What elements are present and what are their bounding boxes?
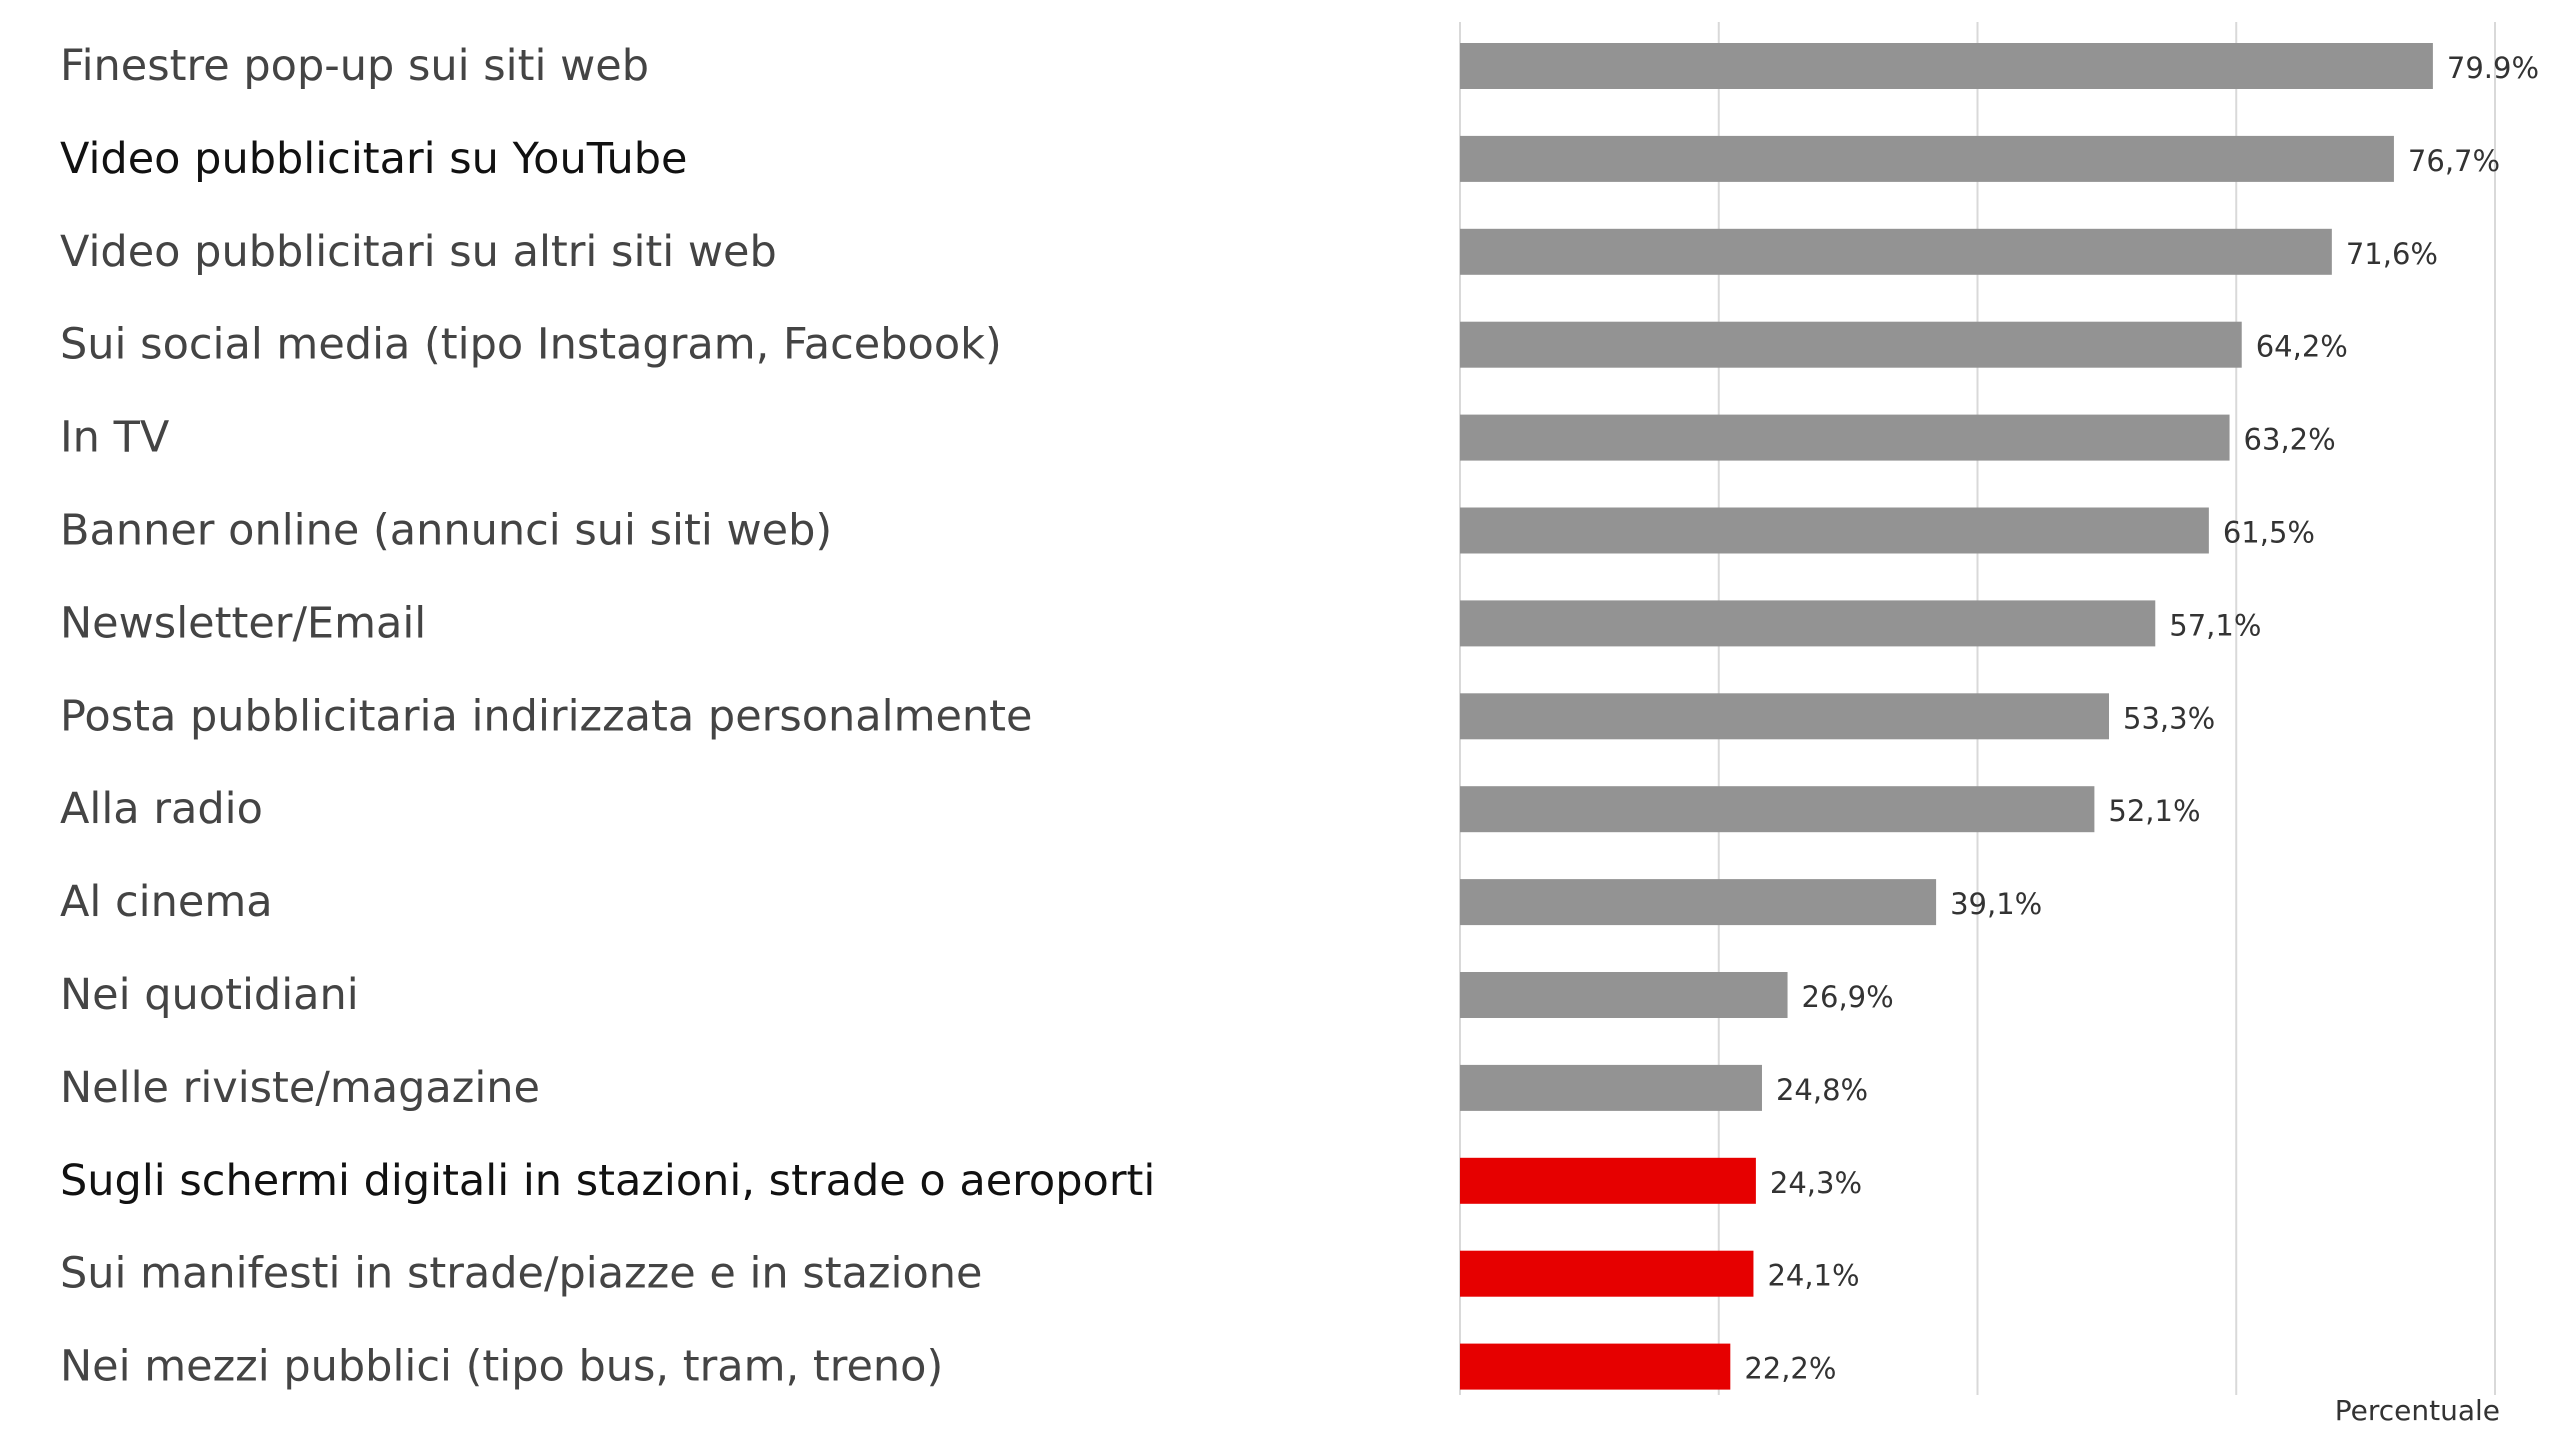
- data-label: 52,1%: [2108, 794, 2200, 828]
- category-label: Banner online (annunci sui siti web): [60, 506, 832, 556]
- category-label: Finestre pop-up sui siti web: [60, 41, 649, 91]
- bar: [1460, 321, 2242, 368]
- category-label: Sui social media (tipo Instagram, Facebo…: [60, 320, 1002, 370]
- bar: [1460, 600, 2156, 647]
- category-label: Nelle riviste/magazine: [60, 1063, 540, 1113]
- bar: [1460, 1343, 1731, 1390]
- bars: [1460, 43, 2433, 1390]
- bar: [1460, 228, 2332, 275]
- category-label: Nei quotidiani: [60, 970, 359, 1020]
- data-label: 79.9%: [2447, 51, 2539, 85]
- category-label: Video pubblicitari su altri siti web: [60, 227, 777, 277]
- data-label: 53,3%: [2123, 701, 2215, 735]
- category-label: Posta pubblicitaria indirizzata personal…: [60, 691, 1033, 741]
- category-label: Sui manifesti in strade/piazze e in staz…: [60, 1249, 982, 1299]
- data-label: 22,2%: [1744, 1352, 1836, 1386]
- bar: [1460, 879, 1937, 926]
- data-label: 24,3%: [1770, 1166, 1862, 1200]
- data-label: 57,1%: [2169, 608, 2261, 642]
- bar: [1460, 1064, 1762, 1111]
- category-label: In TV: [60, 413, 170, 463]
- data-label: 71,6%: [2346, 237, 2438, 271]
- category-label: Sugli schermi digitali in stazioni, stra…: [60, 1156, 1155, 1206]
- category-label: Nei mezzi pubblici (tipo bus, tram, tren…: [60, 1342, 943, 1392]
- data-label: 24,8%: [1776, 1073, 1868, 1107]
- data-label: 24,1%: [1767, 1259, 1859, 1293]
- category-label: Al cinema: [60, 877, 273, 927]
- data-label: 64,2%: [2256, 330, 2348, 364]
- data-label: 63,2%: [2244, 423, 2336, 457]
- bar: [1460, 43, 2433, 89]
- category-label: Video pubblicitari su YouTube: [60, 134, 687, 184]
- bar: [1460, 1250, 1754, 1297]
- bar: [1460, 507, 2209, 554]
- data-label: 39,1%: [1950, 887, 2042, 921]
- category-label: Alla radio: [60, 784, 263, 834]
- x-axis-title: Percentuale: [2335, 1394, 2500, 1427]
- bar: [1460, 786, 2095, 833]
- bar: [1460, 693, 2110, 740]
- category-label: Newsletter/Email: [60, 598, 426, 648]
- bar: [1460, 414, 2230, 461]
- bar: [1460, 135, 2394, 182]
- data-label: 61,5%: [2223, 516, 2315, 550]
- category-labels: Finestre pop-up sui siti web Video pubbli…: [60, 41, 1155, 1392]
- bar: [1460, 972, 1788, 1018]
- bar: [1460, 1157, 1756, 1204]
- value-labels: 79.9% 76,7% 71,6% 64,2% 63,2% 61,5% 57,1% 53,3%…: [1744, 51, 2539, 1386]
- data-label: 26,9%: [1802, 980, 1894, 1014]
- data-label: 76,7%: [2408, 144, 2500, 178]
